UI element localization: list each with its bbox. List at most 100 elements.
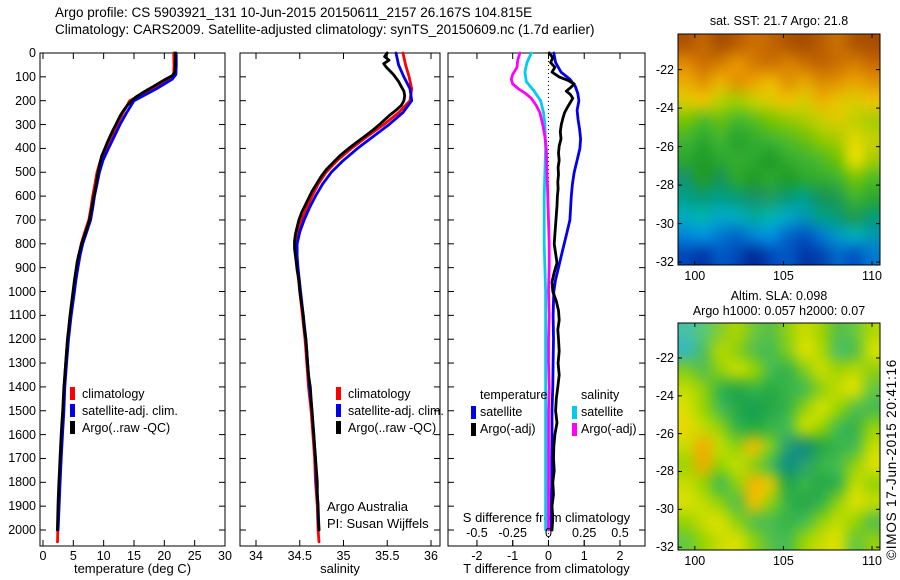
- figure-title-line1: Argo profile: CS 5903921_131 10-Jun-2015…: [55, 5, 533, 20]
- legend-swatch: [471, 406, 476, 419]
- temperature-profile-box: [39, 52, 226, 547]
- s-axis-tick-label: -0.25: [498, 526, 527, 540]
- legend-swatch: [336, 421, 341, 434]
- legend-group-header: salinity: [581, 388, 620, 402]
- salinity-profile-xtick-label: 34.5: [287, 549, 312, 563]
- legend-item: Argo(..raw -QC): [70, 419, 178, 436]
- legend-swatch: [70, 387, 75, 400]
- depth-tick-label: 1300: [8, 356, 36, 371]
- legend-item: satellite-adj. clim.: [336, 402, 444, 419]
- legend-label: climatology: [82, 386, 145, 401]
- salinity-profile-legend: climatology satellite-adj. clim. Argo(..ra…: [336, 385, 444, 436]
- salinity-profile-xtick-label: 36: [424, 549, 438, 563]
- legend-swatch: [336, 404, 341, 417]
- sst-map-ytick-label: -28: [655, 178, 674, 193]
- sst-map-box: [677, 33, 881, 266]
- sst-map-ytick-label: -22: [655, 62, 674, 77]
- depth-tick-label: 300: [15, 117, 36, 132]
- depth-tick-label: 1800: [8, 475, 36, 490]
- depth-tick-label: 400: [15, 141, 36, 156]
- s-axis-tick-label: 0: [544, 526, 552, 540]
- depth-tick-label: 700: [15, 212, 36, 227]
- salinity-axis-label: salinity: [320, 561, 360, 576]
- legend-swatch: [70, 404, 75, 417]
- legend-swatch: [70, 421, 75, 434]
- legend-label: satellite-adj. clim.: [82, 403, 178, 418]
- legend-label: Argo(-adj): [581, 421, 637, 436]
- sst-map-xtick-label: 110: [862, 269, 882, 283]
- s-axis-tick-label: 0.25: [572, 526, 597, 540]
- legend-label: Argo(..raw -QC): [82, 420, 171, 435]
- depth-tick-label: 1900: [8, 499, 36, 514]
- legend-item: Argo(..raw -QC): [336, 419, 444, 436]
- depth-tick-label: 1100: [9, 308, 36, 323]
- sst-map-ytick-label: -26: [655, 139, 674, 154]
- s-axis-tick-label: 0.5: [611, 526, 629, 540]
- sla-map-ytick-label: -24: [655, 388, 674, 403]
- difference-profile-series-s-satellite: [523, 51, 547, 532]
- sst-map-ytick-label: -24: [655, 101, 674, 116]
- sla-map-xtick-label: 100: [684, 554, 706, 568]
- sla-map-ytick-label: -26: [655, 426, 674, 441]
- temperature-profile-xtick-label: 5: [69, 549, 77, 563]
- depth-tick-label: 1700: [8, 451, 36, 466]
- legend-item: climatology: [70, 385, 178, 402]
- annotation-line1: Argo Australia: [327, 499, 408, 514]
- sla-map-image: [678, 323, 880, 550]
- depth-tick-label: 500: [15, 165, 36, 180]
- legend-swatch: [572, 422, 577, 436]
- s-axis-tick-label: -0.5: [466, 526, 488, 540]
- difference-profile-xtick-label: 1: [580, 549, 588, 563]
- depth-tick-label: 600: [15, 189, 36, 204]
- legend-label: Argo(-adj): [480, 421, 536, 436]
- salinity-profile-box: [239, 52, 441, 547]
- depth-tick-label: 100: [15, 69, 36, 84]
- argo-australia-annotation: Argo Australia PI: Susan Wijffels: [327, 498, 429, 532]
- difference-profile-xtick-label: 0: [544, 549, 552, 563]
- legend-item: climatology: [336, 385, 444, 402]
- legend-label: satellite: [581, 405, 624, 419]
- depth-tick-label: 0: [29, 46, 36, 60]
- depth-tick-label: 900: [15, 260, 36, 275]
- sst-map-title: sat. SST: 21.7 Argo: 21.8: [709, 14, 849, 28]
- salinity-profile-series-argo: [293, 51, 407, 532]
- sla-map-xtick-label: 110: [862, 554, 882, 568]
- depth-tick-label: 2000: [8, 523, 36, 538]
- sst-map-ytick-label: -32: [655, 255, 674, 270]
- depth-tick-label: 800: [15, 236, 36, 251]
- figure-title-line2: Climatology: CARS2009. Satellite-adjuste…: [55, 22, 595, 37]
- temperature-profile-xtick-label: 10: [96, 549, 111, 563]
- depth-tick-label: 200: [15, 93, 36, 108]
- sst-map-image: [678, 34, 880, 265]
- sla-map-title-line2: Argo h1000: 0.057 h2000: 0.07: [692, 304, 866, 318]
- legend-label: climatology: [348, 386, 411, 401]
- sla-map-ytick-label: -22: [655, 350, 674, 365]
- sla-map-ytick-label: -30: [655, 502, 674, 517]
- legend-label: Argo(..raw -QC): [348, 420, 437, 435]
- salinity-profile-xtick-label: 35.5: [375, 549, 400, 563]
- temperature-profile-xtick-label: 30: [218, 549, 232, 563]
- sst-map-xtick-label: 105: [772, 269, 794, 283]
- t-difference-axis-label: T difference from climatology: [463, 561, 630, 576]
- sst-map-xtick-label: 100: [684, 269, 706, 283]
- depth-tick-label: 1200: [8, 332, 36, 347]
- temperature-profile-legend: climatology satellite-adj. clim. Argo(..ra…: [70, 385, 178, 436]
- legend-swatch: [471, 422, 476, 436]
- temperature-profile-xtick-label: 15: [127, 549, 141, 563]
- legend-label: satellite-adj. clim.: [348, 403, 444, 418]
- sla-map-ytick-label: -32: [655, 540, 674, 555]
- depth-tick-label: 1600: [8, 427, 36, 442]
- legend-item: satellite-adj. clim.: [70, 402, 178, 419]
- difference-profile-xtick-label: -2: [471, 549, 483, 563]
- difference-profile-series-t-argo: [547, 51, 576, 532]
- sla-map-title-line1: Altim. SLA: 0.098: [730, 289, 828, 303]
- salinity-profile-xtick-label: 34: [249, 549, 263, 563]
- temperature-profile-xtick-label: 0: [39, 549, 47, 563]
- sla-map-xtick-label: 105: [772, 554, 794, 568]
- annotation-line2: PI: Susan Wijffels: [327, 516, 429, 531]
- difference-profile-box: [447, 52, 646, 547]
- depth-tick-label: 1000: [8, 284, 36, 299]
- difference-profile-xtick-label: -1: [507, 549, 519, 563]
